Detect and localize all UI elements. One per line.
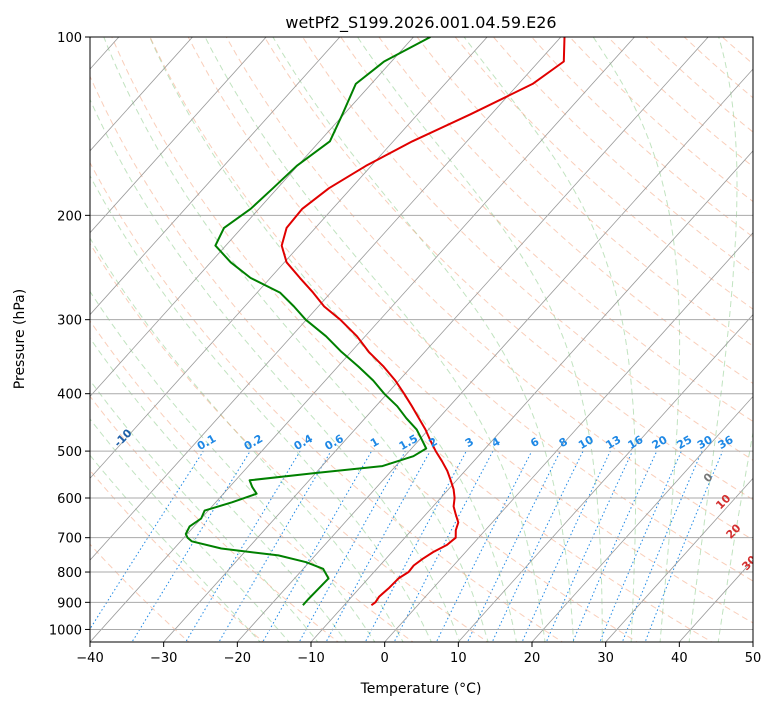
isotherm-line	[90, 37, 341, 316]
x-axis-label: Temperature (°C)	[360, 681, 482, 697]
isotherm-line	[531, 395, 753, 642]
chart-title: wetPf2_S199.2026.001.04.59.E26	[285, 13, 556, 33]
dry-adiabat-line	[378, 37, 753, 385]
y-axis-label: Pressure (hPa)	[12, 289, 28, 389]
dry-adiabat-line	[302, 37, 753, 461]
mixing-ratio-line	[599, 450, 682, 642]
mixing-ratio-line	[521, 450, 611, 642]
plot-frame	[89, 36, 754, 643]
mixing-ratio-line	[644, 450, 724, 642]
isotherm-line	[90, 37, 488, 479]
y-tick-label: 300	[57, 314, 82, 329]
mixing-ratio-line	[393, 450, 494, 642]
y-tick-label: 400	[57, 388, 82, 403]
mixing-ratio-line	[491, 450, 584, 642]
mixing-ratio-line	[131, 450, 251, 642]
x-tick-label: −40	[76, 651, 103, 666]
x-tick-label: 30	[597, 651, 614, 666]
dry-adiabat-line	[90, 395, 339, 642]
isotherm-line	[90, 37, 267, 234]
y-tick-label: 500	[57, 445, 82, 460]
y-axis: 100 200 300 400 500 600 700 800 900 1000	[49, 31, 90, 638]
x-tick-label: −20	[224, 651, 251, 666]
y-tick-label: 800	[57, 566, 82, 581]
isotherm-line	[90, 37, 194, 152]
x-tick-label: 10	[450, 651, 467, 666]
mixing-ratio-line	[621, 450, 703, 642]
dry-adiabat-line	[90, 75, 638, 642]
y-tick-label: 700	[57, 532, 82, 547]
y-tick-label: 1000	[49, 623, 82, 638]
y-tick-label: 100	[57, 31, 82, 46]
pressure-gridlines	[90, 37, 753, 630]
isotherm-line	[457, 313, 753, 642]
sounding-traces	[184, 37, 566, 607]
x-axis: −40 −30 −20 −10 0 10 20 30 40 50	[76, 642, 761, 666]
x-tick-label: −10	[297, 651, 324, 666]
x-tick-label: 40	[671, 651, 688, 666]
moist-adiabat-line	[90, 418, 290, 642]
x-tick-label: 20	[524, 651, 541, 666]
moist-adiabat-line	[90, 454, 261, 642]
isotherm-line	[90, 37, 415, 398]
isotherm-line	[90, 37, 562, 561]
mixing-ratio-line	[218, 450, 332, 642]
dry-adiabat-line	[416, 37, 753, 347]
y-tick-label: 200	[57, 209, 82, 224]
isotherms	[90, 37, 753, 642]
dry-adiabat-line	[340, 37, 753, 423]
y-tick-label: 900	[57, 596, 82, 611]
plot-area: -100-90-80-70-60-50-40-30-20-100.10.20.4…	[90, 37, 753, 642]
x-tick-label: −30	[150, 651, 177, 666]
isotherm-line	[236, 68, 753, 642]
isotherm-line	[163, 37, 709, 642]
isotherm-line	[605, 477, 753, 642]
x-tick-label: 50	[745, 651, 762, 666]
mixing-ratio-line	[364, 450, 467, 642]
isotherm-line	[90, 37, 636, 642]
dewpoint-trace	[184, 37, 431, 606]
dry-adiabat-line	[90, 320, 414, 642]
dry-adiabat-line	[264, 37, 753, 501]
isotherm-line	[310, 150, 753, 642]
x-tick-label: 0	[381, 651, 389, 666]
isotherm-line	[384, 232, 753, 642]
temperature-trace	[280, 37, 566, 607]
y-tick-label: 600	[57, 492, 82, 507]
